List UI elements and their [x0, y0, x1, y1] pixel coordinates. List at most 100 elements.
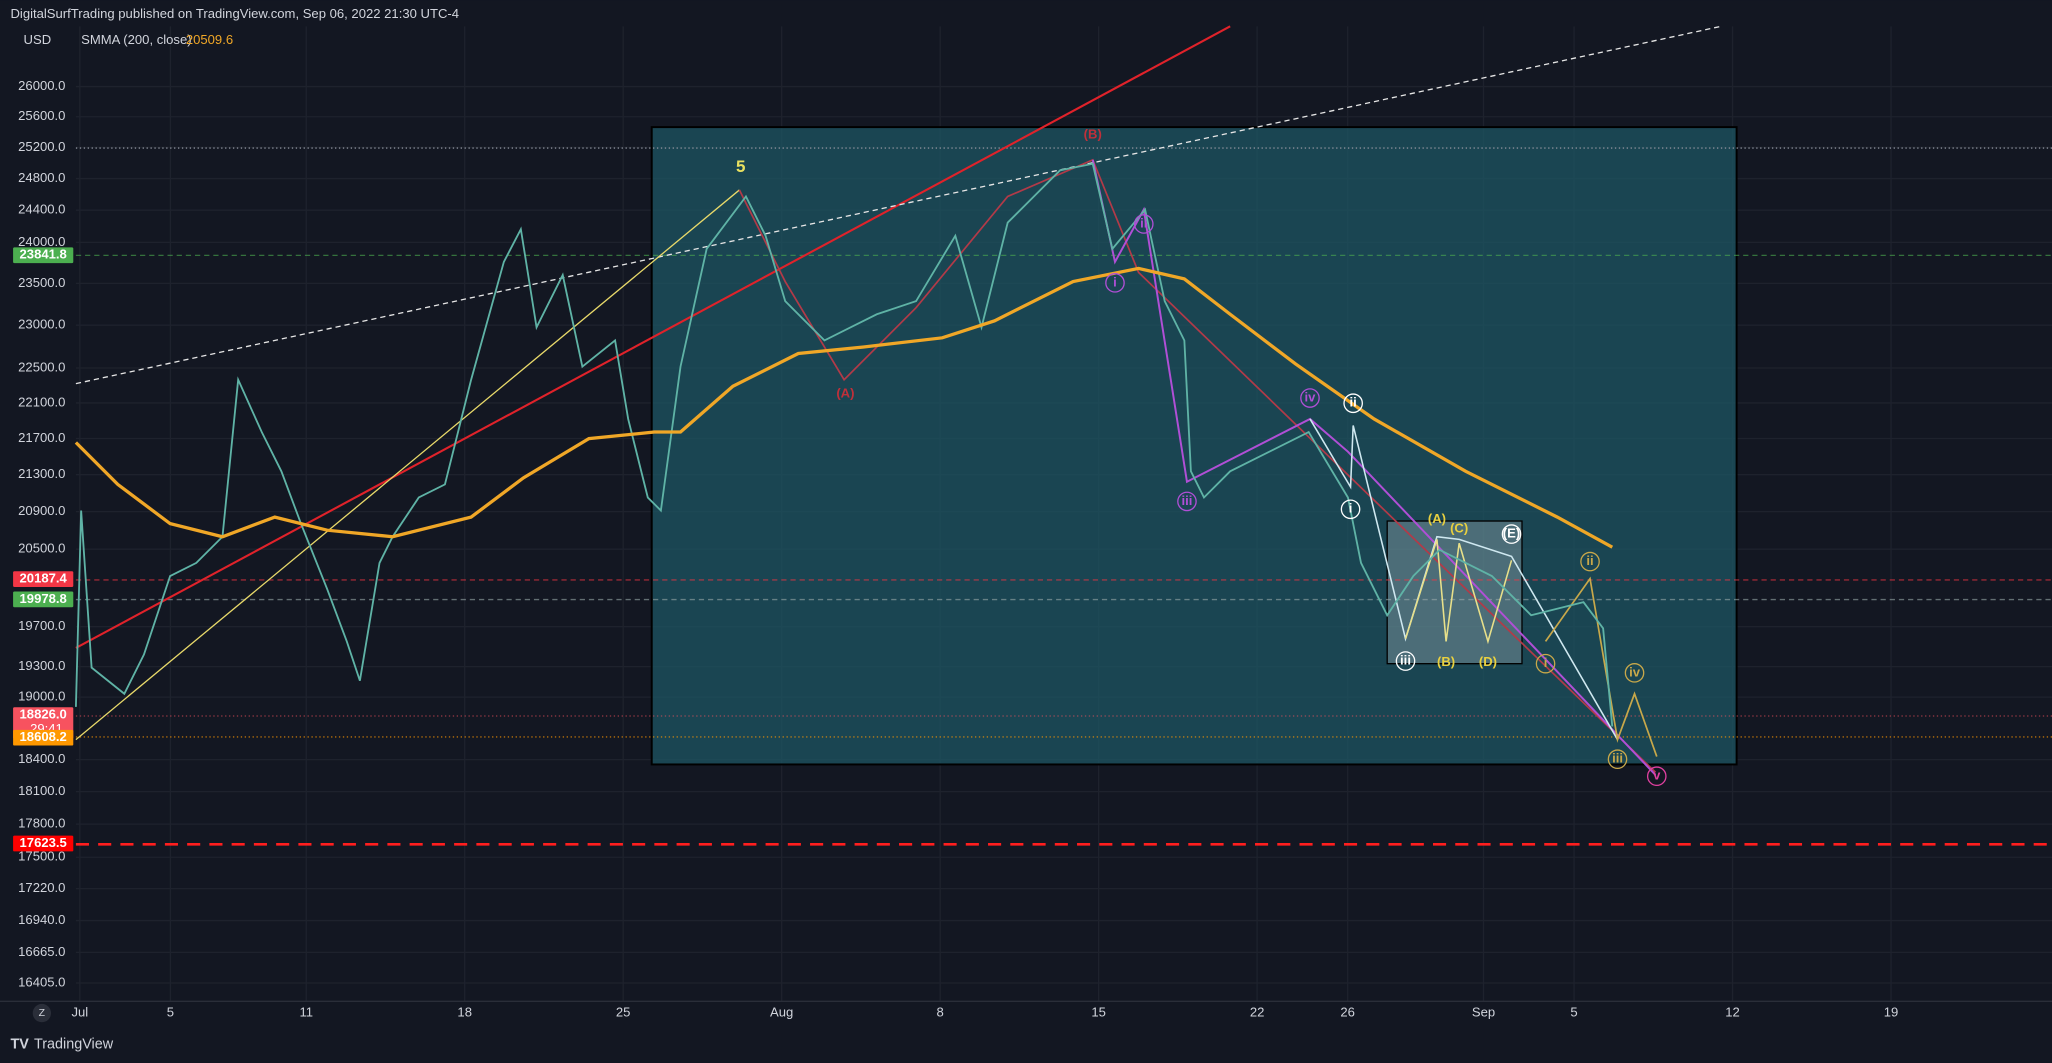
time-label: 26: [1340, 1005, 1355, 1020]
wave-label: (B): [1437, 654, 1455, 669]
wave-label: (A): [1428, 511, 1446, 526]
price-label: 23500.0: [18, 275, 65, 290]
wave-path: [1091, 159, 1657, 776]
wave-circle: [1395, 651, 1416, 671]
teal-zone: [650, 126, 1738, 766]
price-label: 24400.0: [18, 202, 65, 217]
wave-label: i: [1544, 655, 1548, 670]
price-label: 22500.0: [18, 359, 65, 374]
time-label: Aug: [770, 1005, 793, 1020]
wave-label: iii: [1612, 751, 1623, 766]
price-label: 18100.0: [18, 783, 65, 798]
time-label: 8: [937, 1005, 944, 1020]
trend-line: [75, 25, 1231, 649]
time-label: 5: [1570, 1005, 1577, 1020]
wave-label: iii: [1182, 493, 1193, 508]
price-label: 25600.0: [18, 108, 65, 123]
price-tag-text: 23841.8: [20, 247, 67, 262]
time-label: 25: [616, 1005, 631, 1020]
wave-label: ii: [1350, 395, 1357, 410]
header: DigitalSurfTrading published on TradingV…: [10, 6, 459, 21]
price-tag-text: 17623.5: [20, 835, 67, 850]
zoom-button[interactable]: [32, 1003, 52, 1023]
price-label: 17220.0: [18, 880, 65, 895]
price-label: 26000.0: [18, 78, 65, 93]
wave-label: iv: [1305, 389, 1317, 404]
wave-circle: [1607, 749, 1628, 770]
wave-label: (A): [836, 386, 854, 401]
wave-label: (B): [1084, 126, 1102, 141]
price-tag-text: 18826.0: [20, 706, 67, 721]
trend-line: [75, 189, 740, 741]
price-tag-text: 18608.2: [20, 729, 67, 744]
wave-label: iv: [1629, 664, 1641, 679]
price-label: 22100.0: [18, 394, 65, 409]
price-label: 16405.0: [18, 974, 65, 989]
zoom-label: Z: [39, 1008, 46, 1019]
wave-label: (C): [1450, 520, 1468, 535]
price-tag: [13, 729, 74, 746]
indicator-name: SMMA (200, close): [81, 32, 191, 47]
price-label: 23000.0: [18, 317, 65, 332]
price-label: 17500.0: [18, 849, 65, 864]
price-label: 16665.0: [18, 944, 65, 959]
smma-line: [74, 266, 1614, 549]
wave-circle: [1646, 766, 1667, 787]
price-tag: [13, 247, 74, 264]
price-label: 18400.0: [18, 751, 65, 766]
time-label: 12: [1725, 1005, 1740, 1020]
wave-label: (E): [1503, 526, 1520, 541]
price-label: 24000.0: [18, 234, 65, 249]
time-label: Jul: [71, 1005, 88, 1020]
wave-path: [738, 158, 1657, 773]
price-tag: [13, 591, 74, 608]
wave-label: 5: [736, 157, 745, 176]
triangle-box: [1386, 520, 1523, 665]
time-label: 19: [1884, 1005, 1899, 1020]
price-label: 25200.0: [18, 139, 65, 154]
time-label: 22: [1250, 1005, 1265, 1020]
price-tag: [13, 571, 74, 587]
currency: USD: [24, 32, 52, 47]
price-label: 24800.0: [18, 170, 65, 185]
wave-circle: [1177, 491, 1197, 512]
wave-circle: [1535, 653, 1556, 674]
wave-circle: [1501, 524, 1522, 544]
price-label: 19700.0: [18, 618, 65, 633]
dynamic-layer: 26000.0 25600.0 25200.0 24800.0 24400.0 24000…: [13, 78, 1898, 1020]
time-label: Sep: [1472, 1005, 1495, 1020]
wave-label: i: [1113, 274, 1117, 289]
price-label: 20500.0: [18, 541, 65, 556]
wave-circle: [1343, 393, 1363, 414]
price-label: 16940.0: [18, 912, 65, 927]
brand: TradingView: [34, 1036, 114, 1052]
price-label: 21300.0: [18, 466, 65, 481]
wave-path: [1404, 539, 1513, 645]
price-label: 17800.0: [18, 816, 65, 831]
time-label: 18: [457, 1005, 472, 1020]
price-tag-text: 20187.4: [20, 571, 68, 586]
trend-line: [75, 25, 1722, 385]
wave-circle: [1300, 388, 1320, 408]
wave-circle: [1624, 663, 1645, 683]
time-label: 5: [167, 1005, 174, 1020]
indicator-value: 20509.6: [186, 32, 233, 47]
wave-label: iii: [1400, 653, 1411, 668]
price-tag: [13, 835, 74, 852]
price-label: 19300.0: [18, 658, 65, 673]
wave-circle: [1340, 499, 1361, 520]
wave-circle: [1133, 214, 1154, 234]
wave-circle: [1105, 273, 1125, 293]
wave-circle: [1580, 551, 1600, 572]
wave-label: ii: [1140, 215, 1147, 230]
price-tag-text: 19978.8: [20, 591, 67, 606]
wave-label: ii: [1586, 553, 1593, 568]
brand-logo: TV: [10, 1036, 29, 1052]
wave-path: [1544, 576, 1658, 757]
price-path: [74, 162, 1614, 727]
wave-label: v: [1653, 768, 1661, 783]
wave-label: (D): [1479, 654, 1497, 669]
time-label: 11: [299, 1005, 313, 1020]
wave-label: i: [1349, 501, 1353, 516]
